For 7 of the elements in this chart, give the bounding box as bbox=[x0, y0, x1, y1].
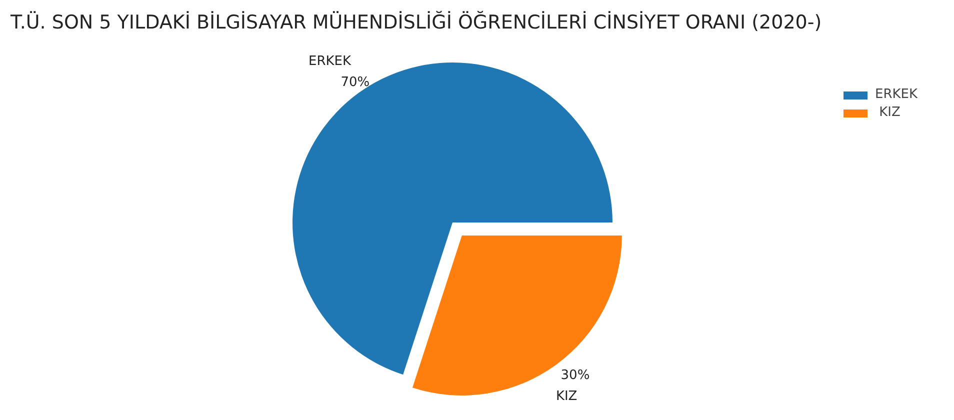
slice-label: ERKEK bbox=[308, 54, 352, 69]
chart-title: T.Ü. SON 5 YILDAKİ BİLGİSAYAR MÜHENDİSLİĞİ ÖĞRENCİLERİ CİNSİYET ORANI (2020-) bbox=[10, 10, 822, 34]
data-label: 70% bbox=[340, 74, 370, 90]
legend-label: KIZ bbox=[878, 105, 900, 120]
data-label: 30% bbox=[560, 368, 590, 384]
slice-label: KIZ bbox=[556, 389, 578, 404]
legend-label: ERKEK bbox=[875, 87, 918, 102]
